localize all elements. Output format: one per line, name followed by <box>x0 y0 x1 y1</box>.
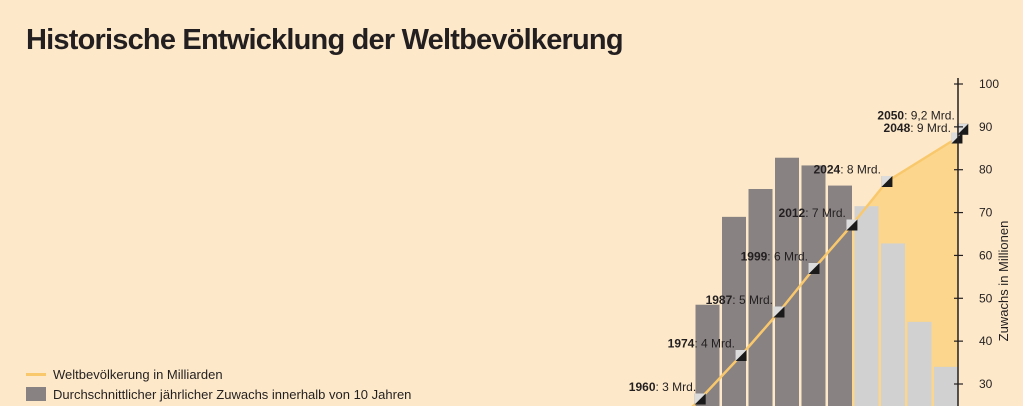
y-tick-label: 100 <box>979 77 999 91</box>
milestone-label: 2024: 8 Mrd. <box>814 163 881 177</box>
milestone-marker <box>735 350 747 361</box>
bar <box>775 157 799 406</box>
marker-highlight <box>808 263 820 274</box>
legend-item-line: Weltbevölkerung in Milliarden <box>26 364 411 384</box>
marker-highlight <box>735 350 747 361</box>
milestone-label-year: 2050 <box>877 108 904 122</box>
marker-highlight <box>951 132 963 144</box>
projection-area-fill <box>851 129 963 406</box>
legend-bar-swatch <box>26 387 46 401</box>
milestone-label-year: 2024 <box>814 163 841 177</box>
milestone-label: 1960: 3 Mrd. <box>629 380 696 394</box>
y-tick-label: 70 <box>979 206 993 220</box>
y-axis: 30 40 50 60 70 80 90 100 Zuwachs in Millionen <box>954 77 1011 406</box>
y-tick-label: 40 <box>979 334 993 348</box>
bar <box>907 321 932 406</box>
milestone-label-year: 2048 <box>884 121 911 135</box>
milestone-label-value: : 9 Mrd. <box>910 121 951 135</box>
legend-line-swatch <box>26 372 46 376</box>
milestone-label-year: 2012 <box>779 206 806 220</box>
bar <box>722 216 746 406</box>
milestone-marker <box>773 306 785 318</box>
legend-item-bars: Durchschnittlicher jährlicher Zuwachs in… <box>26 384 411 404</box>
y-tick-label: 60 <box>979 248 993 262</box>
milestone-label-value: : 5 Mrd. <box>732 293 773 307</box>
milestone-label-year: 1987 <box>706 293 733 307</box>
milestone-marker <box>951 132 963 144</box>
milestone-marker <box>808 263 820 274</box>
y-tick-label: 50 <box>979 291 993 305</box>
y-axis-label: Zuwachs in Millionen <box>996 221 1011 342</box>
milestone-label-value: : 9,2 Mrd. <box>904 108 955 122</box>
bar <box>854 206 879 406</box>
milestone-label: 1987: 5 Mrd. <box>706 293 773 307</box>
milestone-label: 1999: 6 Mrd. <box>741 250 808 264</box>
milestone-label-value: : 4 Mrd. <box>694 337 735 351</box>
milestone-label-value: : 7 Mrd. <box>805 206 846 220</box>
marker-highlight <box>773 306 785 318</box>
marker-highlight <box>846 219 858 231</box>
milestone-label-year: 1960 <box>629 380 656 394</box>
y-tick-label: 90 <box>979 120 993 134</box>
milestone-label-value: : 8 Mrd. <box>840 163 881 177</box>
bar <box>695 304 720 406</box>
legend-bar-label: Durchschnittlicher jährlicher Zuwachs in… <box>53 386 412 402</box>
chart-title: Historische Entwicklung der Weltbevölker… <box>26 24 624 56</box>
bar <box>881 243 905 406</box>
y-tick-label: 80 <box>979 163 993 177</box>
milestone-label-year: 1999 <box>741 250 768 264</box>
milestone-marker <box>881 176 893 187</box>
bar <box>934 366 958 406</box>
milestone-label: 2012: 7 Mrd. <box>779 206 846 220</box>
milestone-label-value: : 3 Mrd. <box>656 380 697 394</box>
milestone-marker <box>846 219 858 231</box>
milestone-label: 1974: 4 Mrd. <box>668 337 735 351</box>
bar <box>748 189 773 406</box>
legend-line-label: Weltbevölkerung in Milliarden <box>53 366 223 382</box>
y-tick-label: 30 <box>979 377 993 391</box>
milestone-label-year: 1974 <box>668 337 695 351</box>
legend: Weltbevölkerung in Milliarden Durchschni… <box>26 364 411 404</box>
milestone-marker <box>957 123 969 135</box>
milestone-marker <box>694 393 706 405</box>
marker-highlight <box>881 176 893 187</box>
milestone-label-value: : 6 Mrd. <box>767 250 808 264</box>
bar <box>801 165 826 406</box>
milestone-labels: 1960: 3 Mrd. 1974: 4 Mrd. 1987: 5 Mrd. 1999… <box>629 108 955 394</box>
milestone-markers <box>694 123 969 405</box>
milestone-label: 2048: 9 Mrd. <box>884 121 951 135</box>
projection-area <box>851 129 963 406</box>
marker-highlight <box>694 393 706 405</box>
milestone-label: 2050: 9,2 Mrd. <box>877 108 954 122</box>
